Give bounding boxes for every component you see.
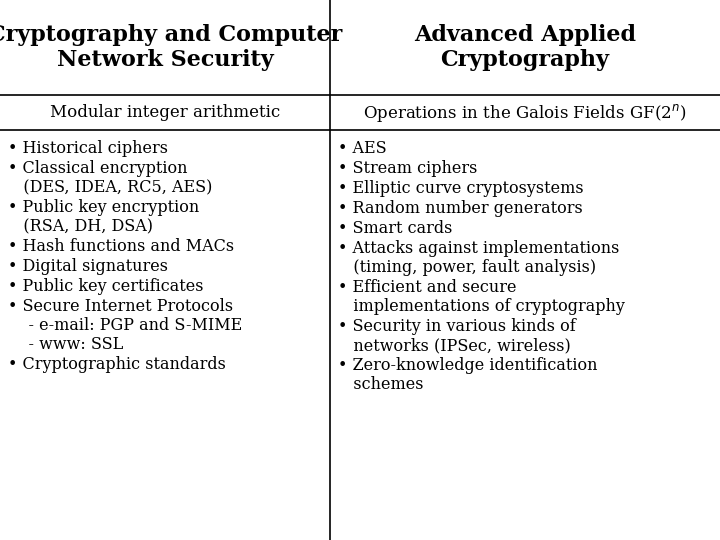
Text: • Random number generators: • Random number generators xyxy=(338,200,582,217)
Text: • Secure Internet Protocols: • Secure Internet Protocols xyxy=(8,298,233,315)
Text: networks (IPSec, wireless): networks (IPSec, wireless) xyxy=(338,337,571,354)
Text: • Historical ciphers: • Historical ciphers xyxy=(8,140,168,157)
Text: implementations of cryptography: implementations of cryptography xyxy=(338,298,625,315)
Text: • Smart cards: • Smart cards xyxy=(338,220,452,237)
Text: • AES: • AES xyxy=(338,140,387,157)
Text: • Zero-knowledge identification: • Zero-knowledge identification xyxy=(338,357,598,374)
Text: Modular integer arithmetic: Modular integer arithmetic xyxy=(50,104,280,121)
Text: • Classical encryption: • Classical encryption xyxy=(8,160,187,177)
Text: Advanced Applied
Cryptography: Advanced Applied Cryptography xyxy=(414,24,636,71)
Text: • Public key certificates: • Public key certificates xyxy=(8,278,204,295)
Text: (DES, IDEA, RC5, AES): (DES, IDEA, RC5, AES) xyxy=(8,179,212,196)
Text: - www: SSL: - www: SSL xyxy=(8,336,123,353)
Text: schemes: schemes xyxy=(338,376,423,393)
Text: • Efficient and secure: • Efficient and secure xyxy=(338,279,516,296)
Text: (RSA, DH, DSA): (RSA, DH, DSA) xyxy=(8,218,153,235)
Text: Cryptography and Computer
Network Security: Cryptography and Computer Network Securi… xyxy=(0,24,342,71)
Text: (timing, power, fault analysis): (timing, power, fault analysis) xyxy=(338,259,596,276)
Text: • Hash functions and MACs: • Hash functions and MACs xyxy=(8,238,234,255)
Text: • Public key encryption: • Public key encryption xyxy=(8,199,199,216)
Text: • Cryptographic standards: • Cryptographic standards xyxy=(8,356,226,373)
Text: • Stream ciphers: • Stream ciphers xyxy=(338,160,477,177)
Text: - e-mail: PGP and S-MIME: - e-mail: PGP and S-MIME xyxy=(8,317,242,334)
Text: • Elliptic curve cryptosystems: • Elliptic curve cryptosystems xyxy=(338,180,584,197)
Text: • Security in various kinds of: • Security in various kinds of xyxy=(338,318,576,335)
Text: Operations in the Galois Fields GF(2$^n$): Operations in the Galois Fields GF(2$^n$… xyxy=(364,102,687,124)
Text: • Attacks against implementations: • Attacks against implementations xyxy=(338,240,619,257)
Text: • Digital signatures: • Digital signatures xyxy=(8,258,168,275)
